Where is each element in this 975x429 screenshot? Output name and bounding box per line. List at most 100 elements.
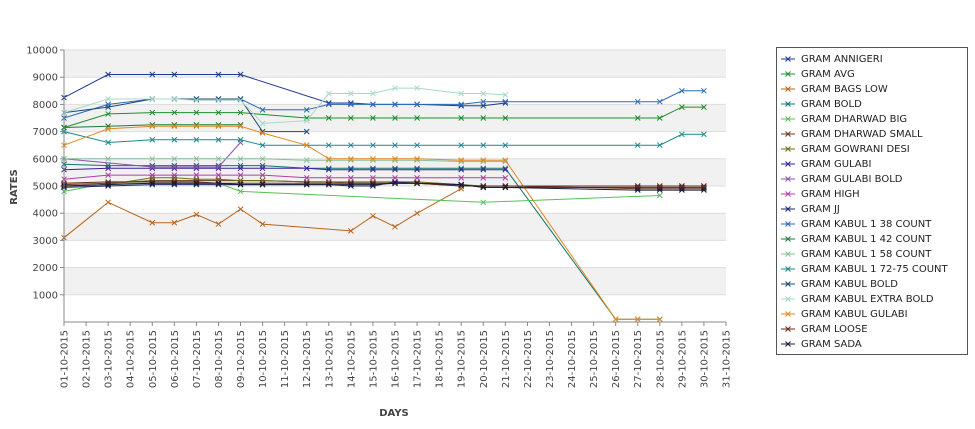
data-point bbox=[458, 115, 465, 121]
series-gram-kabul-gulabi bbox=[61, 123, 663, 323]
data-point bbox=[237, 172, 244, 178]
series-gram-kabul-1-58-count bbox=[61, 155, 509, 165]
x-tick-label: 26-10-2015 bbox=[611, 330, 622, 388]
data-point bbox=[414, 115, 420, 121]
data-point bbox=[679, 131, 685, 138]
legend-swatch bbox=[781, 146, 795, 152]
data-point bbox=[105, 181, 111, 188]
legend-item: GRAM ANNIGERI bbox=[781, 52, 883, 66]
plot-band bbox=[64, 77, 726, 105]
data-point bbox=[325, 101, 332, 108]
data-point bbox=[370, 155, 376, 162]
x-tick-label: 30-10-2015 bbox=[699, 330, 710, 388]
x-axis-title: DAYS bbox=[379, 408, 409, 419]
data-point bbox=[502, 166, 509, 173]
data-point bbox=[171, 123, 178, 130]
data-point bbox=[149, 136, 156, 143]
legend-swatch bbox=[781, 71, 795, 77]
data-point bbox=[215, 172, 222, 178]
data-point bbox=[171, 71, 178, 78]
legend-label: GRAM KABUL EXTRA BOLD bbox=[801, 293, 934, 305]
data-point bbox=[193, 164, 200, 170]
legend-swatch bbox=[781, 221, 795, 227]
gridlines bbox=[64, 49, 726, 296]
x-tick-label: 19-10-2015 bbox=[457, 330, 468, 388]
data-point bbox=[303, 174, 310, 181]
x-tick-label: 12-10-2015 bbox=[302, 330, 313, 388]
data-point bbox=[701, 131, 707, 138]
legend-swatch bbox=[781, 86, 795, 92]
series-gram-high bbox=[61, 172, 509, 183]
legend-swatch bbox=[781, 206, 795, 212]
data-point bbox=[215, 109, 222, 116]
data-point bbox=[392, 174, 398, 181]
data-point bbox=[370, 115, 376, 121]
data-point bbox=[392, 142, 398, 149]
legend-label: GRAM JJ bbox=[801, 203, 840, 215]
x-tick-label: 01-10-2015 bbox=[60, 330, 71, 388]
legend-label: GRAM AVG bbox=[801, 68, 855, 80]
legend-swatch bbox=[781, 326, 795, 332]
plot-band bbox=[64, 240, 726, 268]
x-tick-label: 05-10-2015 bbox=[148, 330, 159, 388]
data-point bbox=[171, 96, 178, 102]
data-point bbox=[414, 85, 420, 91]
data-point bbox=[215, 180, 222, 187]
data-point bbox=[414, 101, 420, 108]
data-point bbox=[237, 181, 244, 188]
data-point bbox=[237, 155, 244, 162]
x-tick-label: 27-10-2015 bbox=[633, 330, 644, 388]
data-point bbox=[105, 71, 111, 78]
data-point bbox=[105, 172, 111, 178]
data-point bbox=[171, 155, 178, 162]
legend-label: GRAM GULABI bbox=[801, 158, 872, 170]
x-axis-ticks: 01-10-2015 02-10-2015 03-10-2015 04-10-2015… bbox=[60, 322, 733, 388]
legend-item: GRAM KABUL 1 72-75 COUNT bbox=[781, 262, 948, 276]
data-point bbox=[325, 142, 332, 149]
legend-item: GRAM KABUL GULABI bbox=[781, 307, 908, 321]
data-point bbox=[502, 184, 509, 191]
legend-swatch bbox=[781, 101, 795, 107]
data-point bbox=[414, 210, 420, 217]
data-point bbox=[701, 104, 707, 110]
y-tick-label: 1000 bbox=[33, 290, 58, 301]
data-point bbox=[325, 181, 332, 188]
data-point bbox=[303, 128, 310, 135]
data-point bbox=[348, 174, 354, 181]
legend-swatch bbox=[781, 281, 795, 287]
data-point bbox=[348, 115, 354, 121]
data-point bbox=[458, 166, 465, 173]
data-point bbox=[325, 174, 332, 181]
data-point bbox=[105, 155, 111, 162]
legend-label: GRAM DHARWAD BIG bbox=[801, 113, 908, 125]
x-tick-label: 03-10-2015 bbox=[104, 330, 115, 388]
data-point bbox=[171, 219, 178, 226]
x-tick-label: 10-10-2015 bbox=[258, 330, 269, 388]
data-point bbox=[656, 316, 663, 323]
data-point bbox=[215, 176, 222, 183]
x-tick-label: 09-10-2015 bbox=[236, 330, 247, 388]
data-point bbox=[392, 155, 398, 162]
data-point bbox=[105, 96, 111, 102]
legend-label: GRAM BOLD bbox=[801, 98, 862, 110]
legend-label: GRAM KABUL BOLD bbox=[801, 278, 898, 290]
legend-item: GRAM GOWRANI DESI bbox=[781, 142, 910, 156]
data-point bbox=[237, 71, 244, 78]
legend-swatch bbox=[781, 191, 795, 197]
data-point bbox=[215, 221, 222, 227]
x-tick-label: 21-10-2015 bbox=[501, 330, 512, 388]
legend-swatch bbox=[781, 161, 795, 167]
data-point bbox=[480, 115, 487, 121]
data-point bbox=[392, 166, 398, 173]
data-point bbox=[634, 183, 641, 189]
data-point bbox=[171, 164, 178, 170]
data-point bbox=[237, 123, 244, 130]
data-point bbox=[303, 157, 310, 164]
legend-item: GRAM SADA bbox=[781, 337, 862, 351]
legend-item: GRAM AVG bbox=[781, 67, 855, 81]
data-point bbox=[259, 221, 266, 227]
y-axis-ticks: 1000 2000 3000 4000 5000 6000 7000 8000 9000 1000… bbox=[26, 46, 64, 301]
data-point bbox=[149, 123, 156, 130]
legend-label: GRAM LOOSE bbox=[801, 323, 868, 335]
